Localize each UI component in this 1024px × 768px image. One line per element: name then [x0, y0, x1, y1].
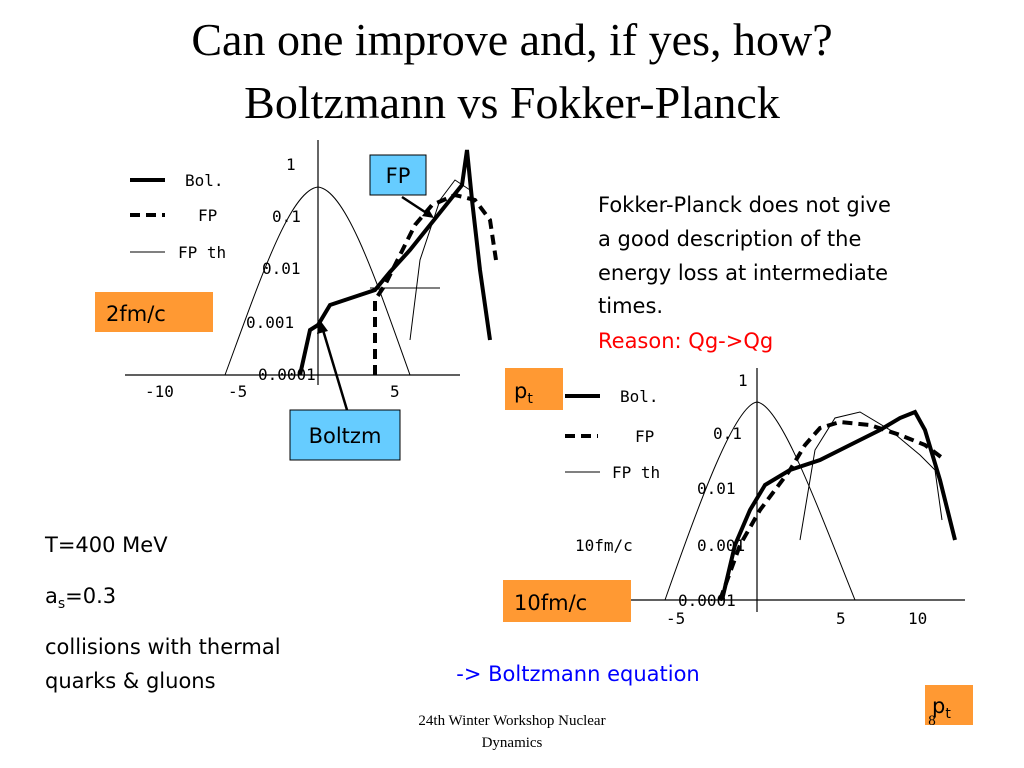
- footer-line: 24th Winter Workshop Nuclear: [418, 713, 605, 729]
- x-tick-label: 10: [908, 609, 927, 628]
- legend-label: FP th: [178, 243, 226, 262]
- curve-bol: [720, 409, 957, 601]
- label-sub: t: [945, 706, 951, 722]
- plot-2: Bol. FP FP th 1 0.1 0.01 10fm/c 0.001 0.…: [565, 368, 965, 628]
- plot-label: 10fm/c: [575, 536, 633, 555]
- callout-box: [369, 154, 427, 196]
- curve-bol: [298, 149, 492, 376]
- parameter: as=0.3: [45, 584, 116, 612]
- legend-label: FP: [198, 206, 217, 225]
- y-tick-label: 0.001: [697, 536, 745, 555]
- y-tick-label: 1: [286, 155, 296, 174]
- note-line: energy loss at intermediate: [598, 261, 888, 285]
- legend-label: FP th: [612, 463, 660, 482]
- param-value: =0.3: [65, 584, 116, 608]
- note-line: times.: [598, 294, 663, 318]
- callout-label: 10fm/c: [514, 591, 587, 615]
- x-tick-label: 5: [390, 382, 400, 401]
- plot-1: Bol. FP FP th 1 0.1 0.01 0.001 0.0001 -1…: [125, 140, 498, 401]
- curve-fp: [718, 419, 947, 601]
- callout-box: [505, 368, 563, 410]
- param-base: a: [45, 584, 58, 608]
- axis-label: pt: [932, 694, 951, 722]
- label-base: p: [932, 694, 945, 718]
- note-reason: Reason: Qg->Qg: [598, 329, 773, 353]
- page-number: 8: [928, 713, 936, 729]
- arrow-head: [317, 320, 328, 334]
- title-line: Can one improve and, if yes, how?: [191, 14, 832, 65]
- y-tick-label: 0.0001: [258, 365, 316, 384]
- arrow: [321, 329, 349, 411]
- y-tick-label: 0.01: [262, 259, 301, 278]
- callout-box: [925, 685, 973, 725]
- x-tick-label: -5: [666, 609, 685, 628]
- legend-label: Bol.: [185, 171, 224, 190]
- parameter: collisions with thermal: [45, 635, 281, 659]
- callout-label: Boltzm: [309, 424, 382, 448]
- curve-fp-th: [664, 401, 856, 601]
- legend-label: Bol.: [620, 387, 659, 406]
- callout-box: [503, 580, 631, 622]
- label-base: p: [514, 379, 527, 403]
- param-sub: s: [58, 596, 65, 612]
- conclusion: -> Boltzmann equation: [456, 662, 699, 686]
- y-tick-label: 0.0001: [678, 591, 736, 610]
- callout-label: FP: [386, 164, 411, 188]
- title-line: Boltzmann vs Fokker-Planck: [244, 77, 780, 128]
- axis-label: pt: [514, 379, 533, 407]
- y-tick-label: 0.1: [713, 424, 742, 443]
- y-tick-label: 1: [738, 371, 748, 390]
- footer-line: Dynamics: [482, 735, 543, 751]
- x-tick-label: -5: [228, 382, 247, 401]
- label-sub: t: [527, 391, 533, 407]
- y-tick-label: 0.01: [697, 479, 736, 498]
- parameter: T=400 MeV: [44, 533, 168, 557]
- callout-label: 2fm/c: [106, 302, 166, 326]
- curve-fp: [373, 192, 498, 375]
- legend-label: FP: [635, 427, 654, 446]
- note-line: Fokker-Planck does not give: [598, 193, 891, 217]
- curve-fp-th-2: [799, 411, 943, 541]
- x-tick-label: 5: [836, 609, 846, 628]
- parameter: quarks & gluons: [45, 669, 216, 693]
- arrow-head: [422, 208, 434, 218]
- callout-box: [289, 409, 401, 461]
- note-line: a good description of the: [598, 227, 861, 251]
- y-tick-label: 0.001: [246, 313, 294, 332]
- x-tick-label: -10: [145, 382, 174, 401]
- y-tick-label: 0.1: [272, 207, 301, 226]
- arrow: [401, 195, 429, 216]
- callout-box: [95, 292, 213, 332]
